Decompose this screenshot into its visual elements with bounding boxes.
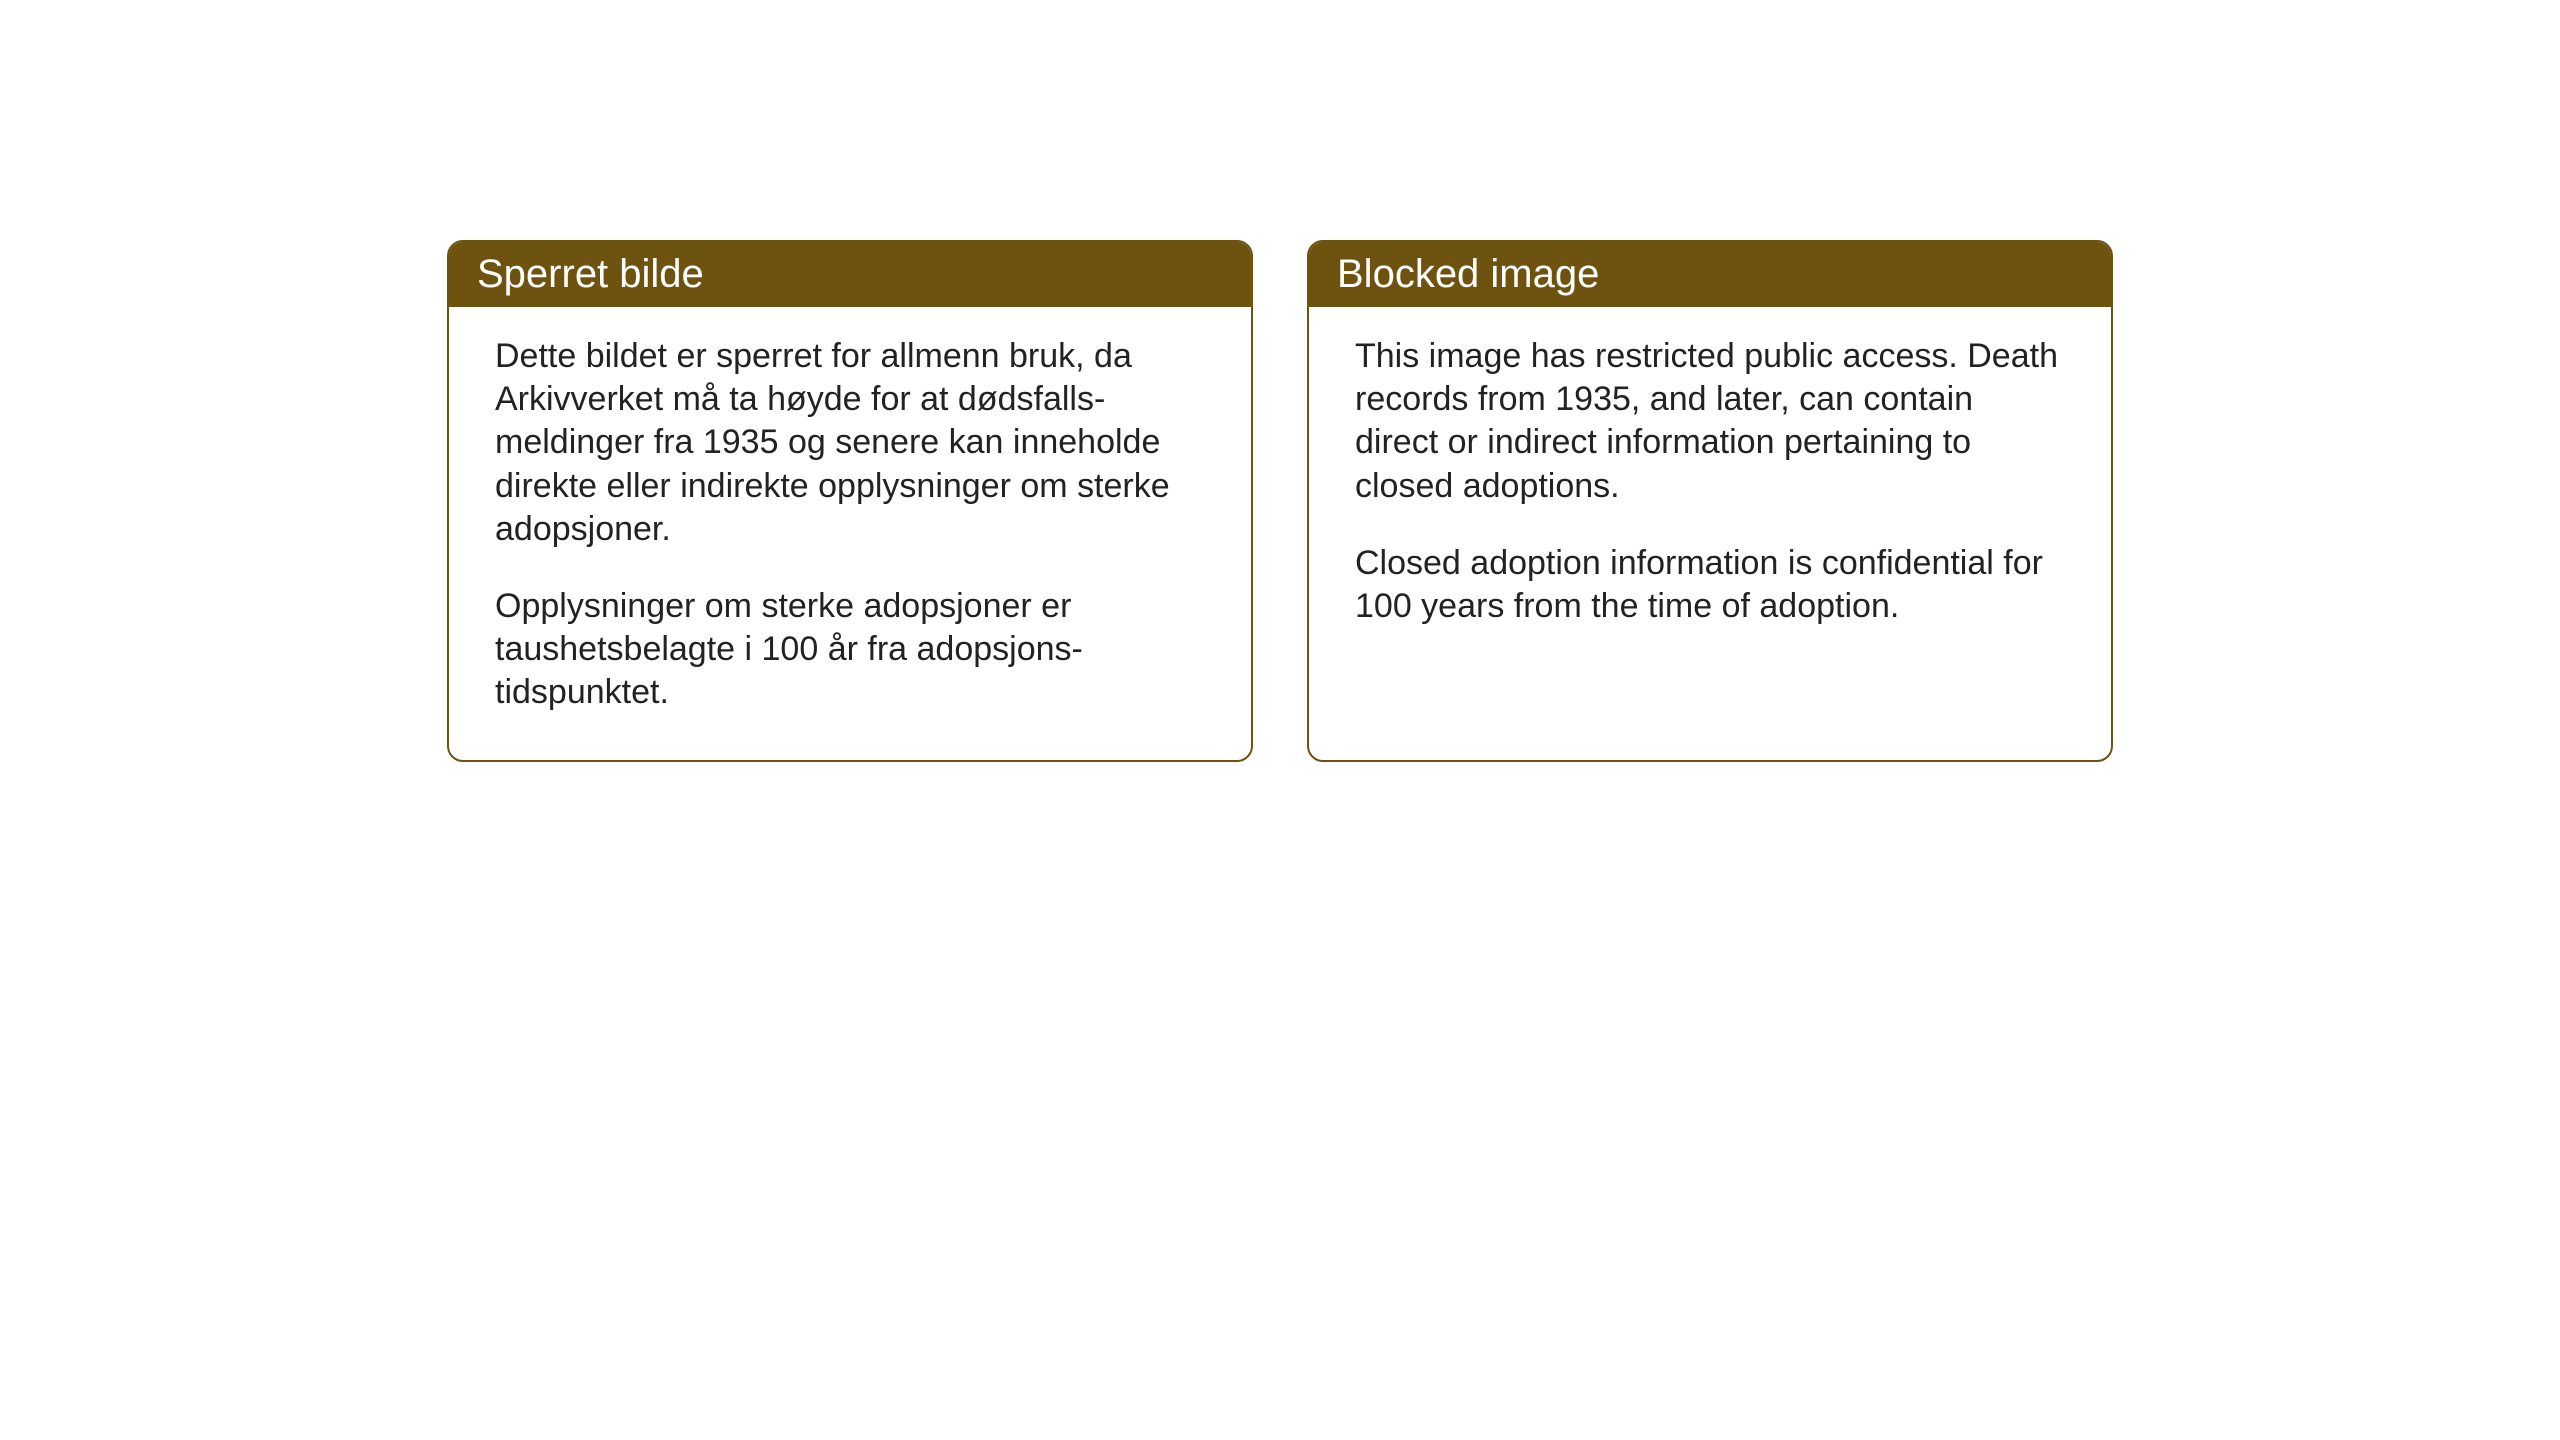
paragraph-1-english: This image has restricted public access.…: [1355, 335, 2065, 508]
card-header-norwegian: Sperret bilde: [449, 242, 1251, 307]
card-english: Blocked image This image has restricted …: [1307, 240, 2113, 762]
card-header-english: Blocked image: [1309, 242, 2111, 307]
card-norwegian: Sperret bilde Dette bildet er sperret fo…: [447, 240, 1253, 762]
paragraph-1-norwegian: Dette bildet er sperret for allmenn bruk…: [495, 335, 1205, 551]
card-title-norwegian: Sperret bilde: [477, 252, 704, 296]
cards-container: Sperret bilde Dette bildet er sperret fo…: [447, 240, 2113, 762]
paragraph-2-english: Closed adoption information is confident…: [1355, 542, 2065, 628]
card-title-english: Blocked image: [1337, 252, 1599, 296]
paragraph-2-norwegian: Opplysninger om sterke adopsjoner er tau…: [495, 585, 1205, 715]
card-body-norwegian: Dette bildet er sperret for allmenn bruk…: [449, 307, 1251, 760]
card-body-english: This image has restricted public access.…: [1309, 307, 2111, 674]
